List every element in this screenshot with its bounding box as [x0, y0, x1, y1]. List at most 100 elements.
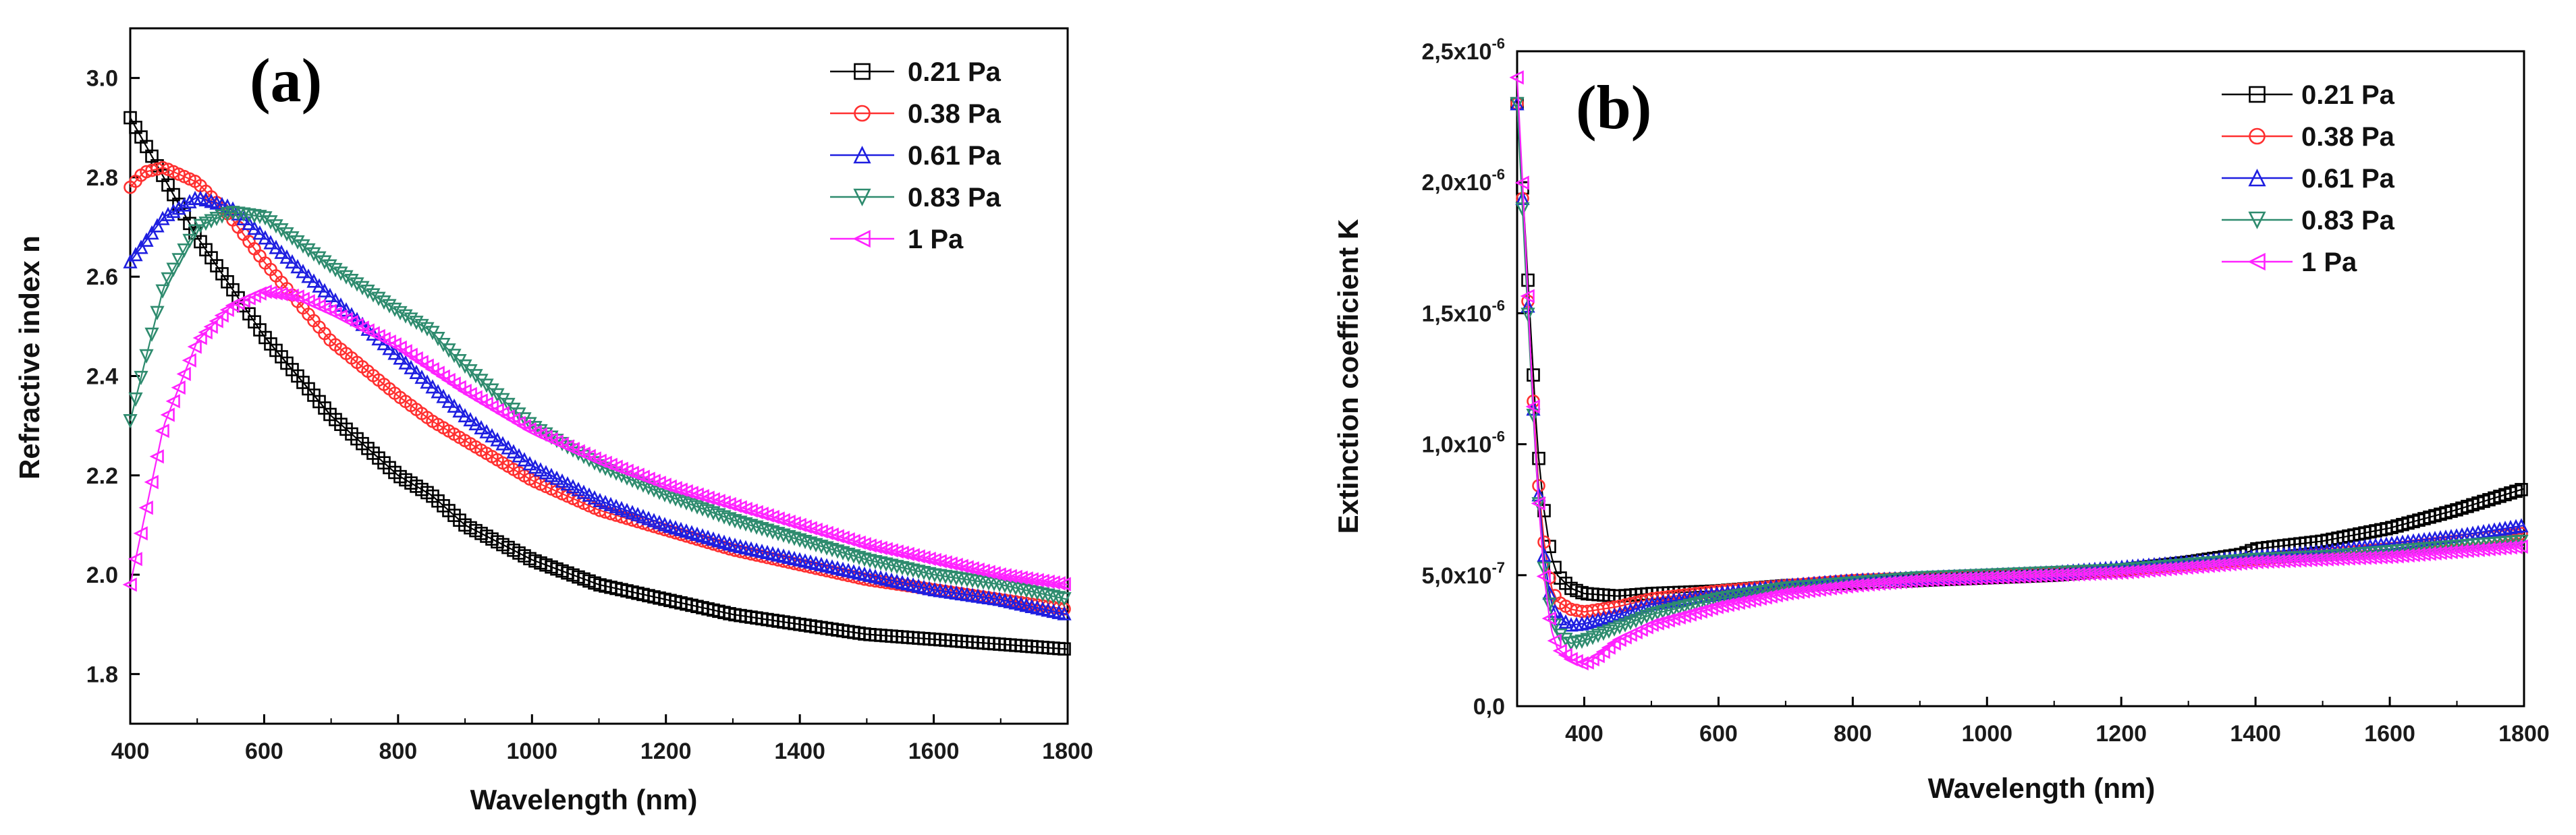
panel-a-data-point: [738, 517, 753, 532]
panel-a-data-point: [317, 255, 332, 270]
panel-a-data-point: [360, 284, 375, 299]
panel-a-data-point: [829, 529, 844, 544]
panel-a-x-tick-label: 400: [111, 739, 150, 764]
panel-a-data-point: [355, 281, 370, 295]
panel-a-data-point: [133, 526, 148, 541]
panel-a-data-point: [485, 383, 499, 398]
panel-a-data-point: [991, 567, 1006, 582]
panel-a-data-point: [840, 532, 855, 547]
panel-b-x-tick-label: 1000: [1961, 721, 2012, 747]
panel-a-data-point: [689, 487, 704, 502]
panel-a-data-point: [479, 424, 494, 438]
panel-a-data-point: [149, 449, 164, 464]
panel-a-data-point: [825, 542, 840, 558]
panel-a-data-point: [792, 517, 806, 532]
panel-a-data-point: [139, 232, 154, 247]
panel-a-data-point: [420, 322, 435, 337]
panel-b-data-point: [1655, 614, 1670, 629]
panel-a-data-point: [970, 562, 985, 577]
panel-a-data-point: [144, 225, 159, 240]
panel-a-data-point: [566, 479, 580, 494]
panel-a-data-point: [398, 355, 413, 370]
panel-a-y-tick-label: 3.0: [86, 66, 118, 92]
panel-a-data-point: [749, 520, 764, 535]
panel-a-data-point: [770, 511, 785, 526]
panel-b-data-point: [1509, 70, 1524, 85]
panel-a-data-point: [139, 349, 154, 364]
panel-b-data-point: [1585, 613, 1600, 629]
panel-a-data-point: [555, 473, 570, 488]
panel-a-data-point: [1056, 577, 1071, 592]
panel-a-data-point: [878, 542, 893, 556]
panel-a-data-point: [776, 528, 791, 543]
panel-a-data-point: [387, 345, 402, 360]
panel-a-data-point: [284, 288, 299, 304]
panel-a-x-tick-label: 600: [245, 739, 283, 764]
panel-a-data-point: [371, 291, 386, 306]
panel-b-data-point: [1531, 496, 1545, 511]
panel-a-refractive-index: (a) Wavelength (nm) Refractive index n 4…: [13, 27, 1093, 815]
panel-a-data-point: [404, 312, 418, 327]
panel-a-series-4: [122, 284, 1071, 592]
panel-b-y-tick-label: 0,0: [1473, 694, 1505, 720]
panel-a-data-point: [717, 510, 732, 525]
panel-a-x-tick-label: 800: [379, 739, 417, 764]
panel-a-legend-marker: [853, 146, 871, 164]
panel-a-data-point: [1018, 571, 1033, 586]
panel-a-data-point: [214, 308, 229, 323]
panel-a-data-point: [182, 233, 197, 248]
panel-a-data-point: [312, 278, 327, 293]
panel-a-x-tick-label: 1600: [908, 739, 960, 764]
panel-b-data-point: [1515, 202, 1530, 217]
panel-a-data-point: [257, 284, 272, 299]
panel-a-data-point: [490, 388, 505, 403]
panel-a-label: (a): [250, 46, 322, 115]
panel-a-data-point: [268, 286, 283, 301]
panel-b-data-point: [1558, 647, 1572, 662]
panel-a-data-point: [285, 254, 300, 269]
panel-a-data-point: [263, 215, 278, 230]
panel-a-data-point: [743, 503, 758, 518]
panel-a-data-point: [371, 330, 386, 346]
panel-a-data-point: [748, 505, 763, 519]
panel-a-legend: 0.21 Pa 0.38 Pa 0.61 Pa 0.83 Pa 1 Pa: [830, 57, 1002, 254]
panel-a-data-point: [138, 500, 153, 515]
panel-a-data-point: [809, 538, 823, 553]
panel-a-data-point: [150, 306, 165, 320]
panel-a-x-tick-label: 1000: [506, 739, 557, 764]
panel-a-plot-frame: [129, 27, 1069, 725]
panel-a-data-point: [700, 490, 715, 505]
panel-a-data-point: [285, 231, 300, 246]
panel-a-x-axis-title: Wavelength (nm): [470, 784, 698, 815]
panel-a-data-point: [856, 537, 871, 552]
panel-a-data-point: [959, 560, 974, 575]
panel-b-data-point: [1590, 649, 1605, 664]
panel-a-data-point: [711, 494, 725, 509]
panel-a-legend-marker: [853, 188, 871, 206]
panel-a-data-point: [755, 522, 769, 537]
panel-a-data-point: [414, 318, 429, 334]
panel-a-data-point: [1057, 606, 1072, 621]
panel-b-data-point: [1510, 96, 1525, 112]
panel-a-y-tick-label: 2.2: [86, 463, 118, 489]
panel-a-data-point: [333, 266, 348, 281]
panel-a-data-point: [128, 392, 143, 407]
panel-a-data-point: [144, 327, 159, 342]
panel-b-x-tick-label: 600: [1699, 721, 1738, 747]
panel-a-data-point: [323, 259, 337, 274]
panel-a-data-point: [150, 218, 165, 233]
panel-a-data-point: [1029, 573, 1044, 587]
panel-b-legend-marker: [2247, 252, 2266, 271]
panel-a-data-point: [377, 295, 391, 310]
panel-a-data-point: [128, 247, 143, 262]
panel-a-data-point: [171, 380, 186, 395]
panel-b-data-point: [1558, 614, 1573, 629]
panel-b-data-point: [1703, 601, 1718, 616]
panel-a-data-point: [678, 484, 693, 499]
panel-a-data-point: [522, 417, 537, 432]
panel-b-data-point: [1649, 616, 1664, 631]
panel-b-legend-label: 1 Pa: [2301, 248, 2357, 277]
panel-b-x-tick-label: 1400: [2230, 721, 2281, 747]
panel-a-data-point: [274, 244, 289, 259]
